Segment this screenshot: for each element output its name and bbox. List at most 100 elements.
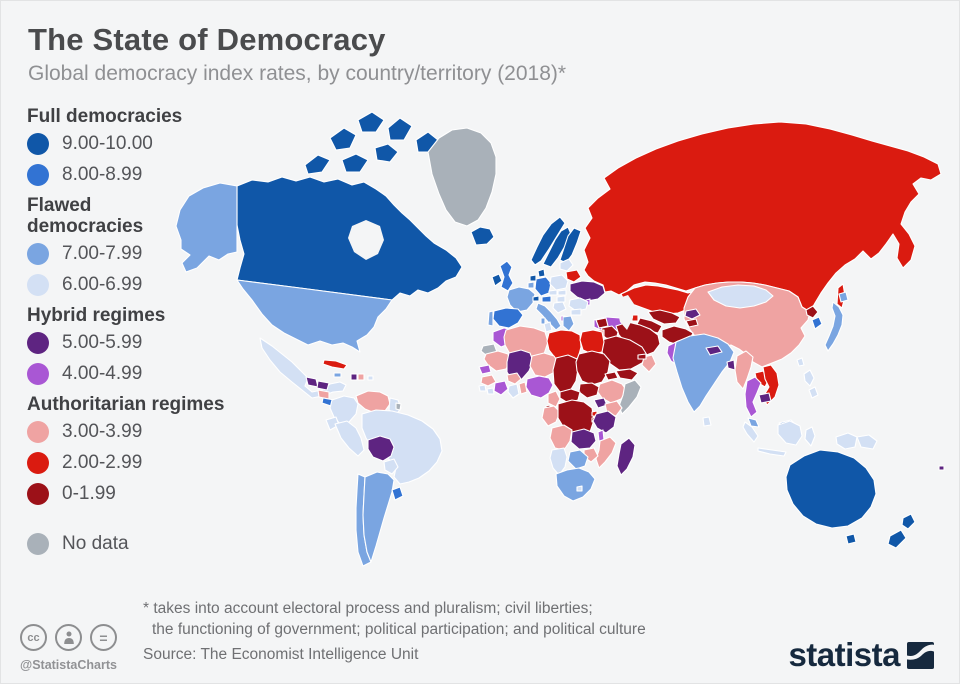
country-india (672, 333, 735, 413)
world-choropleth-map (175, 111, 945, 567)
country-mozambique (595, 436, 617, 469)
country-croatia-serbia (552, 301, 567, 314)
country-cuba (322, 359, 348, 370)
country-puerto-rico (367, 375, 374, 381)
legend-group-heading-hybrid-regimes: Hybrid regimes (27, 305, 166, 326)
country-mexico (259, 337, 347, 399)
legend-group-heading-flawed-democracies: Flawed democracies (27, 195, 144, 237)
country-syria (595, 317, 609, 329)
country-bangladesh (726, 359, 736, 371)
swatch-5-5.99 (27, 332, 49, 354)
country-philippines-north (803, 369, 815, 387)
country-new-zealand-south (887, 529, 907, 549)
country-greenland (427, 127, 497, 227)
country-mauritania (483, 350, 511, 372)
country-zambia (570, 428, 597, 450)
country-canada-arctic-5 (341, 153, 369, 173)
country-botswana (567, 449, 589, 470)
swatch-2-2.99 (27, 452, 49, 474)
page-subtitle: Global democracy index rates, by country… (28, 62, 567, 85)
statista-brand: statista (788, 636, 934, 674)
country-alaska (175, 182, 238, 273)
country-thailand (744, 376, 762, 418)
country-canada-arctic-3 (357, 111, 385, 133)
swatch-4-4.99 (27, 363, 49, 385)
country-sardinia (540, 317, 546, 325)
country-spain (492, 307, 524, 329)
legend-label-2-2.99: 2.00-2.99 (62, 452, 143, 473)
footnote-line-1: * takes into account electoral process a… (143, 600, 593, 617)
country-slovakia (557, 289, 567, 296)
country-paraguay (383, 458, 399, 475)
person-icon (63, 631, 74, 644)
country-sudan (575, 350, 611, 386)
country-nigeria (525, 375, 554, 399)
country-somalia (618, 379, 642, 415)
legend-item-2-2.99: 2.00-2.99 (27, 452, 227, 474)
country-north-korea (805, 305, 819, 319)
country-mali (506, 349, 534, 381)
country-sulawesi (804, 426, 816, 447)
country-egypt (579, 329, 605, 355)
country-hungary (556, 295, 566, 303)
legend-item-6-6.99: 6.00-6.99 (27, 274, 227, 296)
country-yemen (615, 368, 639, 381)
legend-item-0-1.99: 0-1.99 (27, 483, 227, 505)
swatch-3-3.99 (27, 421, 49, 443)
legend-label-9-10: 9.00-10.00 (62, 133, 153, 154)
country-colombia (329, 395, 359, 426)
country-uk (499, 260, 514, 292)
country-namibia (549, 447, 568, 476)
legend-item-4-4.99: 4.00-4.99 (27, 363, 227, 385)
country-guinea (480, 374, 497, 387)
country-uzbekistan (647, 309, 681, 325)
country-norway (530, 216, 566, 266)
country-south-sudan (578, 382, 600, 399)
country-hokkaido (838, 291, 849, 303)
country-canada-arctic-4 (387, 117, 413, 141)
country-netherlands (529, 274, 537, 282)
country-sierra-leone (478, 384, 487, 392)
country-uae (637, 353, 647, 360)
statista-wordmark: statista (788, 636, 900, 673)
country-belarus (565, 269, 582, 283)
country-switzerland (532, 295, 540, 302)
country-ireland (491, 273, 503, 287)
swatch-6-6.99 (27, 274, 49, 296)
country-dominican-republic (357, 373, 365, 381)
legend-label-no-data: No data (62, 533, 129, 554)
page-title: The State of Democracy (28, 22, 386, 57)
country-italy (535, 302, 562, 331)
country-bolivia (367, 435, 395, 462)
country-cambodia (758, 392, 772, 404)
country-java (757, 447, 787, 457)
country-argentina (362, 471, 395, 563)
country-liberia (486, 387, 495, 395)
legend: Full democracies 9.00-10.00 8.00-8.99 Fl… (27, 106, 227, 564)
caspian-sea (617, 295, 634, 330)
cc-license-icon: cc (20, 624, 47, 651)
country-suriname (395, 402, 402, 411)
hudson-bay (348, 220, 384, 260)
country-sri-lanka (702, 416, 712, 427)
country-myanmar (734, 350, 754, 390)
country-australia (785, 449, 877, 529)
country-bulgaria (570, 308, 582, 316)
legend-item-5-5.99: 5.00-5.99 (27, 332, 227, 354)
country-kyrgyzstan (684, 308, 701, 320)
country-tunisia (543, 321, 553, 333)
swatch-no-data (27, 533, 49, 555)
cc-attribution-icon (55, 624, 82, 651)
country-south-korea (811, 316, 823, 330)
legend-item-3-3.99: 3.00-3.99 (27, 421, 227, 443)
country-peru (334, 420, 365, 457)
country-ghana (507, 383, 520, 399)
country-borneo (777, 420, 803, 446)
footnote-line-2: the functioning of government; political… (152, 621, 646, 638)
country-austria (541, 295, 552, 303)
country-venezuela (355, 390, 391, 414)
country-tasmania (845, 533, 857, 545)
creative-commons-block: cc = @StatistaCharts (20, 624, 138, 672)
country-uruguay (391, 486, 404, 501)
